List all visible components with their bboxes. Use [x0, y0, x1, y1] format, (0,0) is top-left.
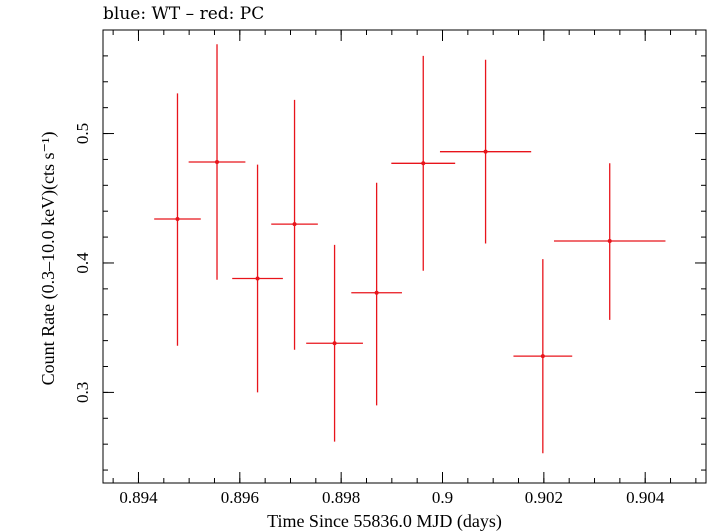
data-point	[483, 149, 488, 154]
y-tick-label: 0.3	[73, 382, 92, 403]
data-point	[175, 216, 180, 221]
data-point	[215, 160, 220, 165]
x-tick-label: 0.896	[221, 488, 259, 507]
x-tick-label: 0.902	[525, 488, 563, 507]
chart-title: blue: WT – red: PC	[103, 4, 265, 24]
data-point	[540, 354, 545, 359]
y-tick-label: 0.5	[73, 123, 92, 144]
data-point	[332, 341, 337, 346]
data-point	[607, 238, 612, 243]
data-point	[292, 222, 297, 227]
series-pc	[154, 44, 666, 454]
plot-frame	[102, 29, 707, 484]
x-axis-title: Time Since 55836.0 MJD (days)	[267, 511, 502, 532]
data-point	[374, 290, 379, 295]
x-tick-label: 0.894	[119, 488, 158, 507]
data-point	[255, 276, 260, 281]
y-tick-label: 0.4	[73, 252, 92, 274]
y-axis-title: Count Rate (0.3–10.0 keV)(cts s⁻¹)	[38, 132, 59, 386]
data-point	[421, 161, 426, 166]
x-tick-label: 0.898	[322, 488, 360, 507]
x-tick-label: 0.9	[432, 488, 453, 507]
x-tick-label: 0.904	[626, 488, 665, 507]
